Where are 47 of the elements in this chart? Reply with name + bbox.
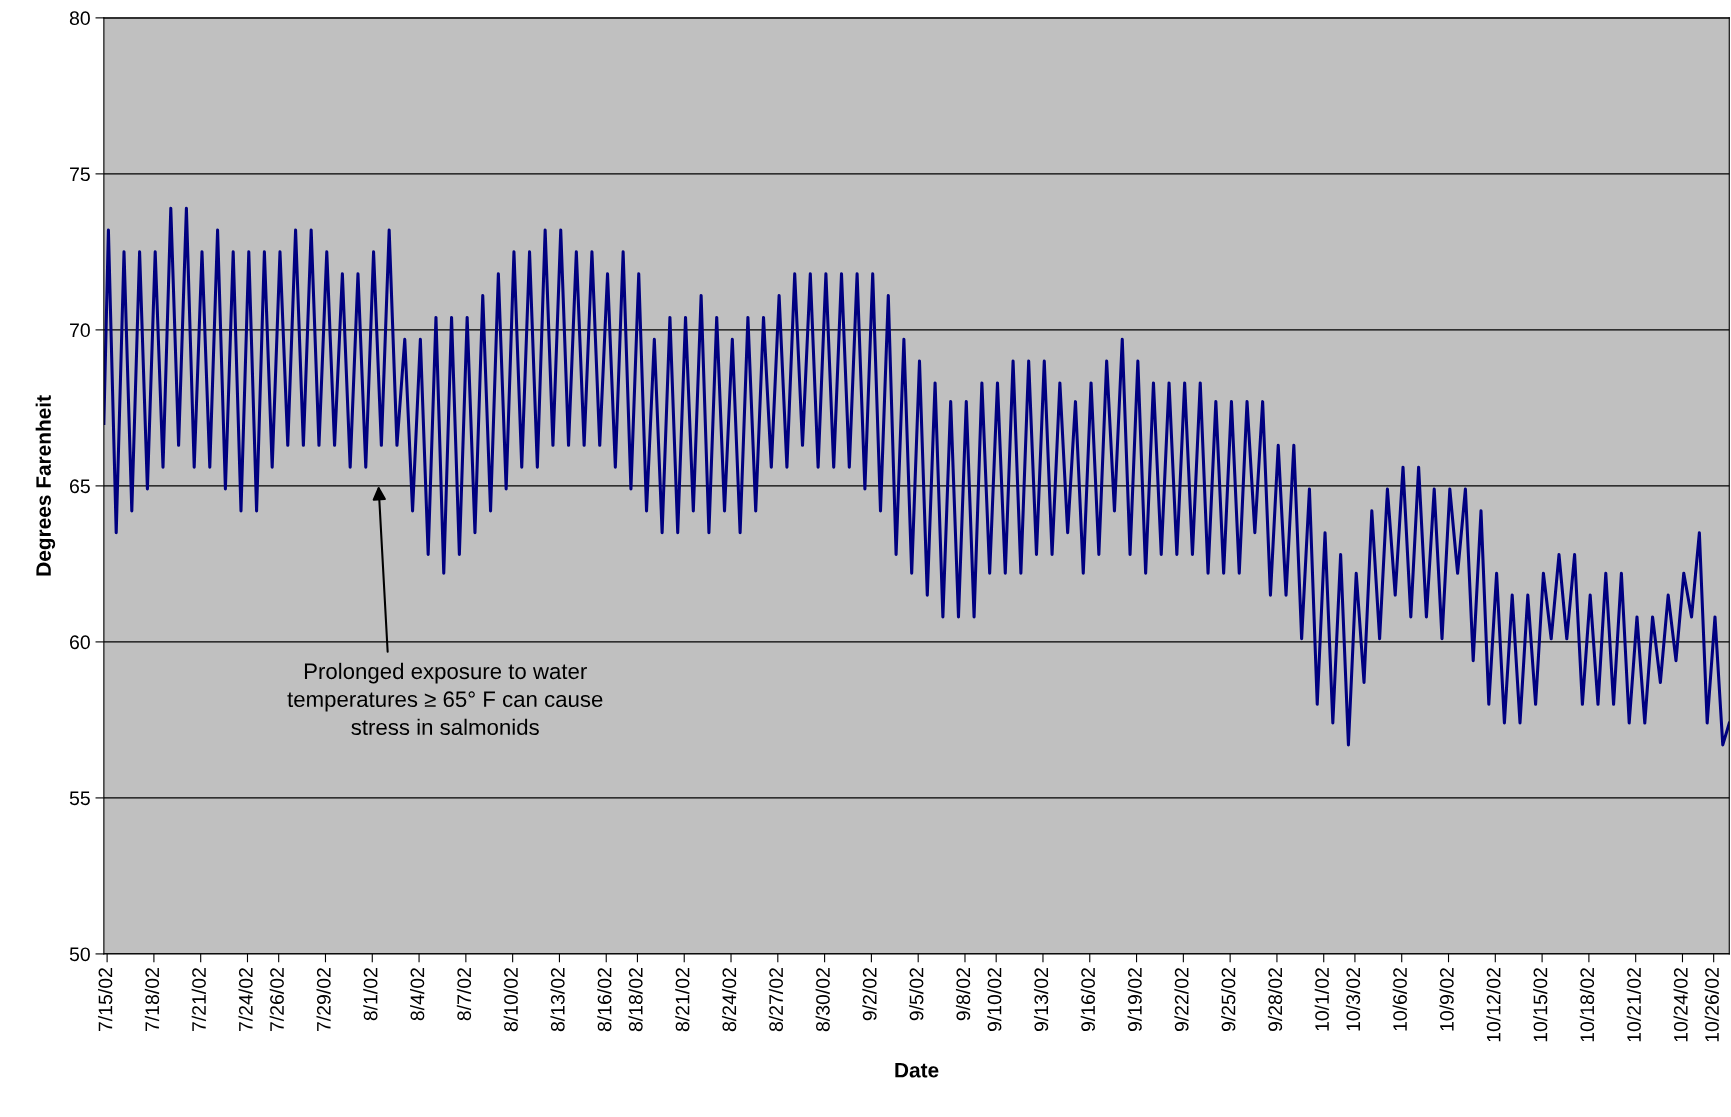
x-tick-label: 10/18/02 (1579, 968, 1595, 1042)
x-tick-label: 8/7/02 (456, 968, 472, 1021)
x-tick-label: 7/29/02 (316, 968, 331, 1031)
x-tick-label: 8/1/02 (363, 968, 378, 1021)
x-tick-label: 9/25/02 (1221, 968, 1236, 1032)
x-tick-label: 10/21/02 (1626, 968, 1641, 1042)
x-tick-label: 9/22/02 (1174, 968, 1189, 1032)
x-tick-label: 10/15/02 (1533, 968, 1548, 1042)
x-tick-label: 8/21/02 (675, 968, 690, 1032)
x-tick-label: 10/1/02 (1314, 968, 1329, 1031)
x-tick-label: 8/18/02 (628, 968, 643, 1032)
x-tick-label: 7/24/02 (238, 968, 253, 1031)
x-tick-label: 8/4/02 (410, 968, 425, 1021)
x-tick-label: 9/8/02 (955, 968, 971, 1021)
x-tick-label: 7/18/02 (144, 968, 160, 1031)
annotation: Prolonged exposure to water temperatures ≥ 65° F can cause stress in salmonids (287, 662, 603, 736)
x-tick-label: 9/13/02 (1033, 968, 1049, 1032)
x-tick-label: 9/10/02 (987, 968, 1002, 1032)
x-tick-label: 8/24/02 (721, 968, 737, 1032)
x-tick-label: 8/16/02 (597, 968, 612, 1032)
x-tick-label: 8/30/02 (815, 968, 830, 1032)
x-tick-label: 10/24/02 (1673, 968, 1688, 1042)
x-tick-label: 9/19/02 (1127, 968, 1142, 1032)
y-tick-label: 65 (70, 479, 90, 494)
x-tick-label: 9/28/02 (1267, 968, 1283, 1032)
y-tick-label: 70 (70, 323, 90, 338)
x-tick-label: 8/13/02 (550, 968, 565, 1032)
y-tick-label: 80 (69, 11, 90, 26)
x-tick-label: 9/5/02 (909, 968, 924, 1021)
x-tick-label: 10/3/02 (1345, 968, 1361, 1031)
y-tick-label: 75 (70, 167, 90, 182)
x-tick-label: 10/6/02 (1392, 968, 1407, 1031)
x-tick-label: 7/21/02 (191, 968, 206, 1031)
x-tick-label: 9/2/02 (862, 968, 877, 1021)
y-tick-label: 60 (70, 635, 90, 650)
x-tick-label: 7/15/02 (98, 968, 113, 1031)
y-tick-label: 50 (69, 947, 90, 962)
x-tick-label: 10/9/02 (1439, 968, 1454, 1031)
x-axis-title: Date (895, 1063, 939, 1078)
x-tick-label: 7/26/02 (269, 968, 284, 1031)
x-tick-label: 10/12/02 (1486, 968, 1501, 1042)
x-tick-label: 8/27/02 (768, 968, 784, 1032)
x-tick-label: 10/26/02 (1704, 968, 1719, 1042)
x-tick-label: 9/16/02 (1080, 968, 1095, 1032)
y-axis-title: Degrees Farenheit (35, 395, 56, 576)
x-tick-label: 8/10/02 (503, 968, 518, 1032)
y-tick-label: 55 (69, 791, 90, 806)
